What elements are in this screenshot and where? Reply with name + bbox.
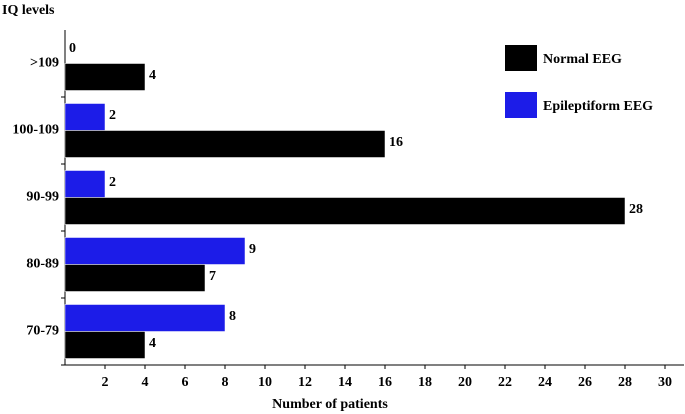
value-label: 9 bbox=[249, 242, 256, 257]
y-tick-label: 100-109 bbox=[12, 123, 59, 138]
value-label: 28 bbox=[629, 202, 643, 217]
bar bbox=[64, 331, 146, 359]
value-label: 2 bbox=[109, 175, 116, 190]
legend-label: Epileptiform EEG bbox=[543, 99, 653, 114]
x-tick-label: 10 bbox=[258, 375, 272, 390]
bar bbox=[64, 170, 106, 198]
x-tick-label: 28 bbox=[618, 375, 632, 390]
x-tick-label: 22 bbox=[498, 375, 512, 390]
x-tick-label: 30 bbox=[658, 375, 672, 390]
value-label: 4 bbox=[149, 336, 156, 351]
bar bbox=[64, 103, 106, 131]
value-label: 7 bbox=[209, 269, 216, 284]
x-axis-label: Number of patients bbox=[272, 397, 388, 412]
y-tick-label: 80-89 bbox=[26, 257, 59, 272]
x-tick-label: 14 bbox=[338, 375, 352, 390]
x-tick-label: 6 bbox=[182, 375, 189, 390]
bar bbox=[64, 237, 246, 265]
x-tick-label: 20 bbox=[458, 375, 472, 390]
value-label: 2 bbox=[109, 108, 116, 123]
legend-label: Normal EEG bbox=[543, 52, 622, 67]
y-tick-label: 90-99 bbox=[26, 190, 59, 205]
x-tick-label: 12 bbox=[298, 375, 312, 390]
x-tick-label: 8 bbox=[222, 375, 229, 390]
value-label: 0 bbox=[69, 41, 76, 56]
value-label: 8 bbox=[229, 309, 236, 324]
y-tick-label: 70-79 bbox=[26, 324, 59, 339]
x-tick-label: 16 bbox=[378, 375, 392, 390]
x-tick-label: 24 bbox=[538, 375, 552, 390]
bar bbox=[64, 304, 226, 332]
legend-swatch bbox=[505, 92, 537, 118]
value-label: 16 bbox=[389, 135, 403, 150]
y-tick-label: >109 bbox=[30, 56, 59, 71]
y-axis-label: IQ levels bbox=[2, 3, 55, 18]
x-tick-label: 26 bbox=[578, 375, 592, 390]
x-tick-label: 4 bbox=[142, 375, 149, 390]
legend-swatch bbox=[505, 45, 537, 71]
x-tick-label: 18 bbox=[418, 375, 432, 390]
x-tick-label: 2 bbox=[102, 375, 109, 390]
bar bbox=[64, 130, 386, 158]
value-label: 4 bbox=[149, 68, 156, 83]
bar bbox=[64, 63, 146, 91]
bar bbox=[64, 197, 626, 225]
bar bbox=[64, 264, 206, 292]
